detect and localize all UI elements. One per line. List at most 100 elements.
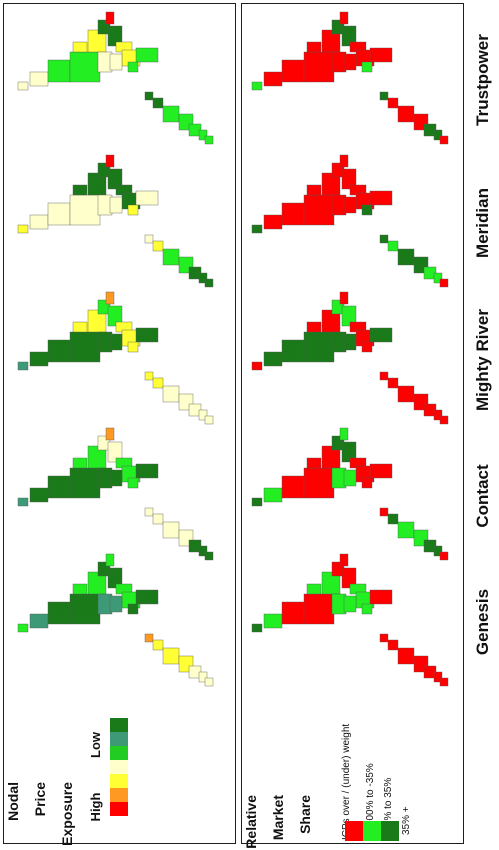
nodal-genesis-ni-block-5 <box>87 571 107 595</box>
market-mighty-river-si-block-0 <box>379 371 389 381</box>
market-trustpower-ni-block-13 <box>343 53 357 71</box>
nodal-meridian-ni-block-7 <box>105 154 115 168</box>
market-contact-ni-block-4 <box>306 457 322 469</box>
nodal-meridian-ni-block-14 <box>127 204 139 216</box>
market-mighty-river-si-block-1 <box>387 377 399 389</box>
nodal-meridian-ni-block-13 <box>109 196 123 214</box>
nodal-meridian-si-block-2 <box>162 248 180 266</box>
nodal-trustpower-si-block-2 <box>162 105 180 123</box>
market-genesis-si-block-5 <box>433 671 443 683</box>
market-share-panel <box>241 3 464 844</box>
company-labels: Trustpower Meridian Mighty River Contact… <box>473 34 492 655</box>
nodal-trustpower-ni-block-2 <box>47 59 71 83</box>
nodal-mighty-river-ni-block-7 <box>105 291 115 305</box>
company-label-contact: Contact <box>473 464 492 528</box>
nodal-trustpower-ni-block-7 <box>105 11 115 25</box>
company-label-trustpower: Trustpower <box>473 34 492 126</box>
nodal-mighty-river-si-block-2 <box>162 385 180 403</box>
market-trustpower-ni-block-4 <box>306 41 322 53</box>
nodal-contact-ni-block-13 <box>109 469 123 487</box>
market-meridian-si-block-5 <box>433 272 443 284</box>
nodal-mighty-river-ni-block-13 <box>109 333 123 351</box>
nodal-contact-ni-block-4 <box>72 457 88 469</box>
market-genesis-ni-block-3 <box>303 593 335 625</box>
legend-swatch-green <box>381 821 399 841</box>
market-title-line-1: Relative <box>243 795 259 849</box>
scale-swatch-1 <box>110 718 128 732</box>
nodal-mighty-river-ni-block-5 <box>87 309 107 333</box>
nodal-genesis-ni-block-2 <box>47 601 71 625</box>
market-legend: Relative Market Share ICPs over / (under… <box>243 724 412 849</box>
nodal-title-line-1: Nodal <box>5 782 21 821</box>
market-genesis-ni-block-14 <box>361 603 373 615</box>
nodal-mighty-river-ni-block-2 <box>47 339 71 363</box>
market-genesis-ni-block-11 <box>369 589 393 605</box>
nodal-trustpower-ni-block-3 <box>69 51 101 83</box>
nodal-contact-si-block-6 <box>204 551 214 561</box>
market-contact-ni-block-0 <box>251 497 263 507</box>
nodal-meridian-si-block-5 <box>198 272 208 284</box>
nodal-mighty-river-ni-block-0 <box>17 361 29 371</box>
nodal-trustpower-si-block-6 <box>204 135 214 145</box>
nodal-meridian-si-block-0 <box>144 234 154 244</box>
nodal-legend: Nodal Price Exposure Low High <box>5 718 128 846</box>
market-meridian-ni-block-7 <box>339 154 349 168</box>
market-meridian-si-block-1 <box>387 240 399 252</box>
market-mighty-river-ni-block-8 <box>341 305 357 327</box>
legend-swatch-lime <box>363 821 381 841</box>
nodal-color-scale <box>110 718 128 816</box>
nodal-mighty-river-si-block-1 <box>152 377 164 389</box>
market-meridian-ni-block-3 <box>303 194 335 226</box>
market-map-meridian <box>251 154 449 288</box>
market-trustpower-si-block-0 <box>379 91 389 101</box>
nodal-trustpower-si-block-5 <box>198 129 208 141</box>
market-contact-ni-block-5 <box>321 445 341 469</box>
market-meridian-ni-block-5 <box>321 172 341 196</box>
market-contact-ni-block-7 <box>339 427 349 441</box>
market-meridian-si-block-2 <box>397 248 415 266</box>
nodal-genesis-si-block-2 <box>162 647 180 665</box>
market-meridian-ni-block-8 <box>341 168 357 190</box>
market-mighty-river-si-block-6 <box>439 415 449 425</box>
nodal-map-meridian <box>17 154 214 288</box>
nodal-meridian-ni-block-5 <box>87 172 107 196</box>
nodal-trustpower-ni-block-0 <box>17 81 29 91</box>
market-title-line-3: Share <box>297 795 313 834</box>
market-map-contact <box>251 427 449 561</box>
market-trustpower-ni-block-5 <box>321 29 341 53</box>
company-label-genesis: Genesis <box>473 589 492 655</box>
market-mighty-river-ni-block-13 <box>343 333 357 351</box>
nodal-map-trustpower <box>17 11 214 145</box>
nodal-mighty-river-ni-block-3 <box>69 331 101 363</box>
nodal-mighty-river-ni-block-11 <box>135 327 159 343</box>
market-contact-ni-block-3 <box>303 467 335 499</box>
market-mighty-river-si-block-2 <box>397 385 415 403</box>
market-trustpower-ni-block-0 <box>251 81 263 91</box>
market-trustpower-si-block-5 <box>433 129 443 141</box>
market-title-line-2: Market <box>270 795 286 840</box>
legend-item-lime-label: -35% to 35% <box>383 778 394 835</box>
scale-swatch-3 <box>110 746 128 760</box>
nodal-mighty-river-ni-block-1 <box>29 351 49 367</box>
market-meridian-si-block-0 <box>379 234 389 244</box>
market-meridian-ni-block-14 <box>361 204 373 216</box>
market-meridian-ni-block-11 <box>369 190 393 206</box>
nodal-contact-ni-block-14 <box>127 477 139 489</box>
nodal-contact-ni-block-5 <box>87 445 107 469</box>
nodal-genesis-ni-block-8 <box>107 567 123 589</box>
scale-swatch-6 <box>110 788 128 802</box>
market-mighty-river-ni-block-7 <box>339 291 349 305</box>
nodal-genesis-si-block-1 <box>152 639 164 651</box>
market-meridian-ni-block-4 <box>306 184 322 196</box>
nodal-contact-ni-block-0 <box>17 497 29 507</box>
nodal-contact-si-block-0 <box>144 507 154 517</box>
market-mighty-river-ni-block-1 <box>263 351 283 367</box>
nodal-title-line-2: Price <box>32 782 48 816</box>
market-trustpower-si-block-2 <box>397 105 415 123</box>
nodal-meridian-ni-block-3 <box>69 194 101 226</box>
market-genesis-si-block-0 <box>379 633 389 643</box>
nodal-genesis-ni-block-11 <box>135 589 159 605</box>
nodal-mighty-river-ni-block-4 <box>72 321 88 333</box>
nodal-price-panel <box>3 3 236 844</box>
